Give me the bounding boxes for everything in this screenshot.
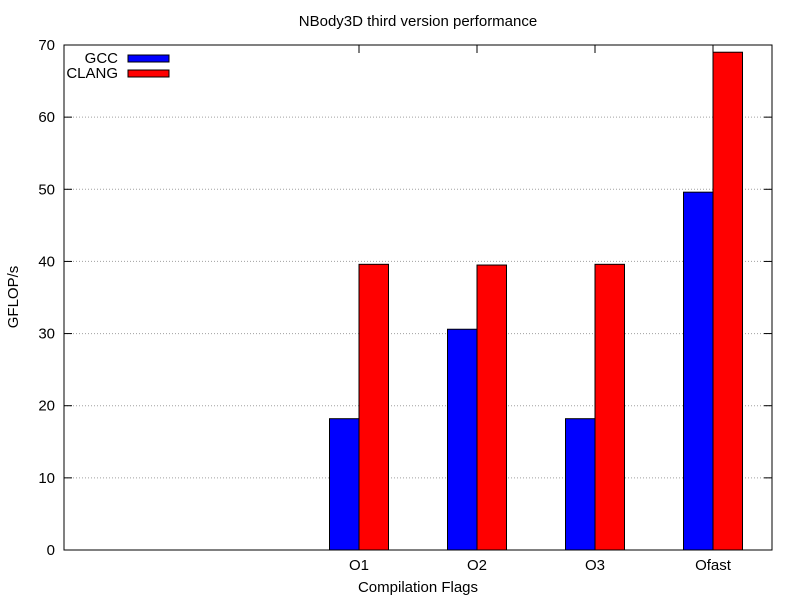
y-tick-label: 70 [38, 37, 55, 54]
x-axis-ticks: O1 O2 O3 Ofast [349, 45, 732, 574]
bar-gcc-o2 [447, 328, 478, 551]
y-tick-label: 60 [38, 109, 55, 126]
x-tick-label: O1 [349, 557, 369, 574]
bar-gcc-o3 [565, 418, 596, 551]
legend-label-gcc: GCC [85, 50, 119, 67]
chart-title: NBody3D third version performance [299, 13, 537, 30]
bar-clang-o2 [476, 264, 507, 551]
bars [329, 51, 743, 551]
x-tick-label: O3 [585, 557, 605, 574]
legend-swatch-gcc [127, 54, 170, 63]
gridlines [64, 116, 772, 479]
y-tick-label: 30 [38, 326, 55, 343]
bar-clang-ofast [712, 51, 743, 551]
x-axis-label: Compilation Flags [358, 579, 478, 596]
bar-clang-o3 [594, 263, 625, 551]
y-tick-label: 40 [38, 253, 55, 270]
bar-gcc-o1 [329, 418, 360, 551]
legend-label-clang: CLANG [66, 65, 118, 82]
bar-gcc-ofast [683, 191, 714, 551]
plot-frame [63, 44, 773, 551]
y-tick-label: 0 [47, 542, 55, 559]
x-tick-label: Ofast [695, 557, 732, 574]
y-tick-label: 20 [38, 398, 55, 415]
y-tick-label: 10 [38, 470, 55, 487]
y-axis-label: GFLOP/s [5, 266, 22, 329]
legend: GCC CLANG [66, 50, 170, 82]
legend-swatch-clang [127, 69, 170, 78]
bar-clang-o1 [358, 263, 389, 551]
y-axis-ticks: 0 10 20 30 40 50 60 70 [38, 37, 772, 559]
x-tick-label: O2 [467, 557, 487, 574]
y-tick-label: 50 [38, 181, 55, 198]
